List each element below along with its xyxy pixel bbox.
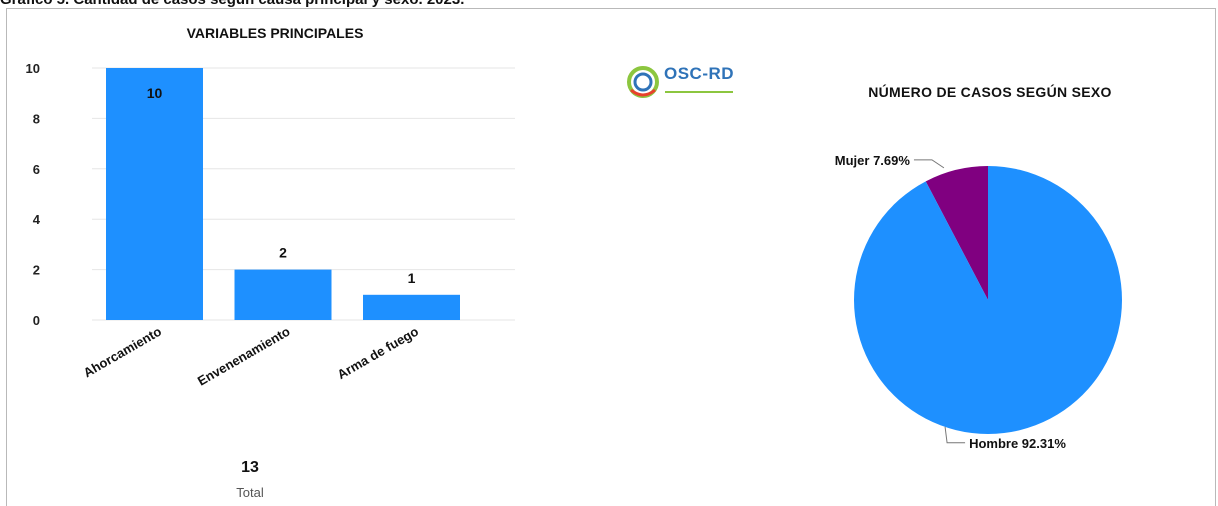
total-value: 13 — [241, 459, 259, 476]
y-tick-label: 6 — [33, 162, 40, 177]
pie-slice — [854, 166, 1122, 434]
figure-caption: Gráfico 5. Cantidad de casos según causa… — [0, 0, 1218, 9]
y-tick-label: 4 — [33, 212, 41, 227]
bar-data-label: 1 — [408, 270, 416, 286]
bar — [234, 269, 332, 320]
x-tick-label: Ahorcamiento — [81, 324, 164, 381]
pie-label: Mujer 7.69% — [835, 153, 911, 168]
bar-chart-title: VARIABLES PRINCIPALES — [186, 25, 364, 41]
y-tick-label: 8 — [33, 111, 40, 126]
pie-label: Hombre 92.31% — [969, 436, 1066, 451]
bar — [106, 68, 203, 320]
y-tick-label: 2 — [33, 263, 40, 278]
figure-frame — [6, 8, 1216, 506]
x-tick-label: Arma de fuego — [335, 324, 421, 383]
pie-chart: Mujer 7.69% Hombre 92.31% — [835, 153, 1122, 451]
bar-data-label: 2 — [279, 245, 287, 261]
pie-slice — [925, 166, 988, 300]
logo-text: OSC-RD — [664, 64, 735, 83]
bar — [363, 294, 460, 320]
total-label: Total — [236, 485, 264, 500]
leader-line — [944, 426, 966, 444]
bar-chart: 0 2 4 6 8 10 10 Ahorcamiento 2 Envenenamiento 1 Arm… — [26, 61, 515, 389]
pie-chart-title: NÚMERO DE CASOS SEGÚN SEXO — [868, 84, 1112, 100]
leader-line — [913, 159, 945, 169]
x-tick-label: Envenenamiento — [195, 324, 293, 389]
y-tick-label: 10 — [26, 61, 40, 76]
osc-rd-logo — [627, 66, 733, 98]
y-tick-label: 0 — [33, 313, 40, 328]
bar-data-label: 10 — [147, 85, 163, 101]
